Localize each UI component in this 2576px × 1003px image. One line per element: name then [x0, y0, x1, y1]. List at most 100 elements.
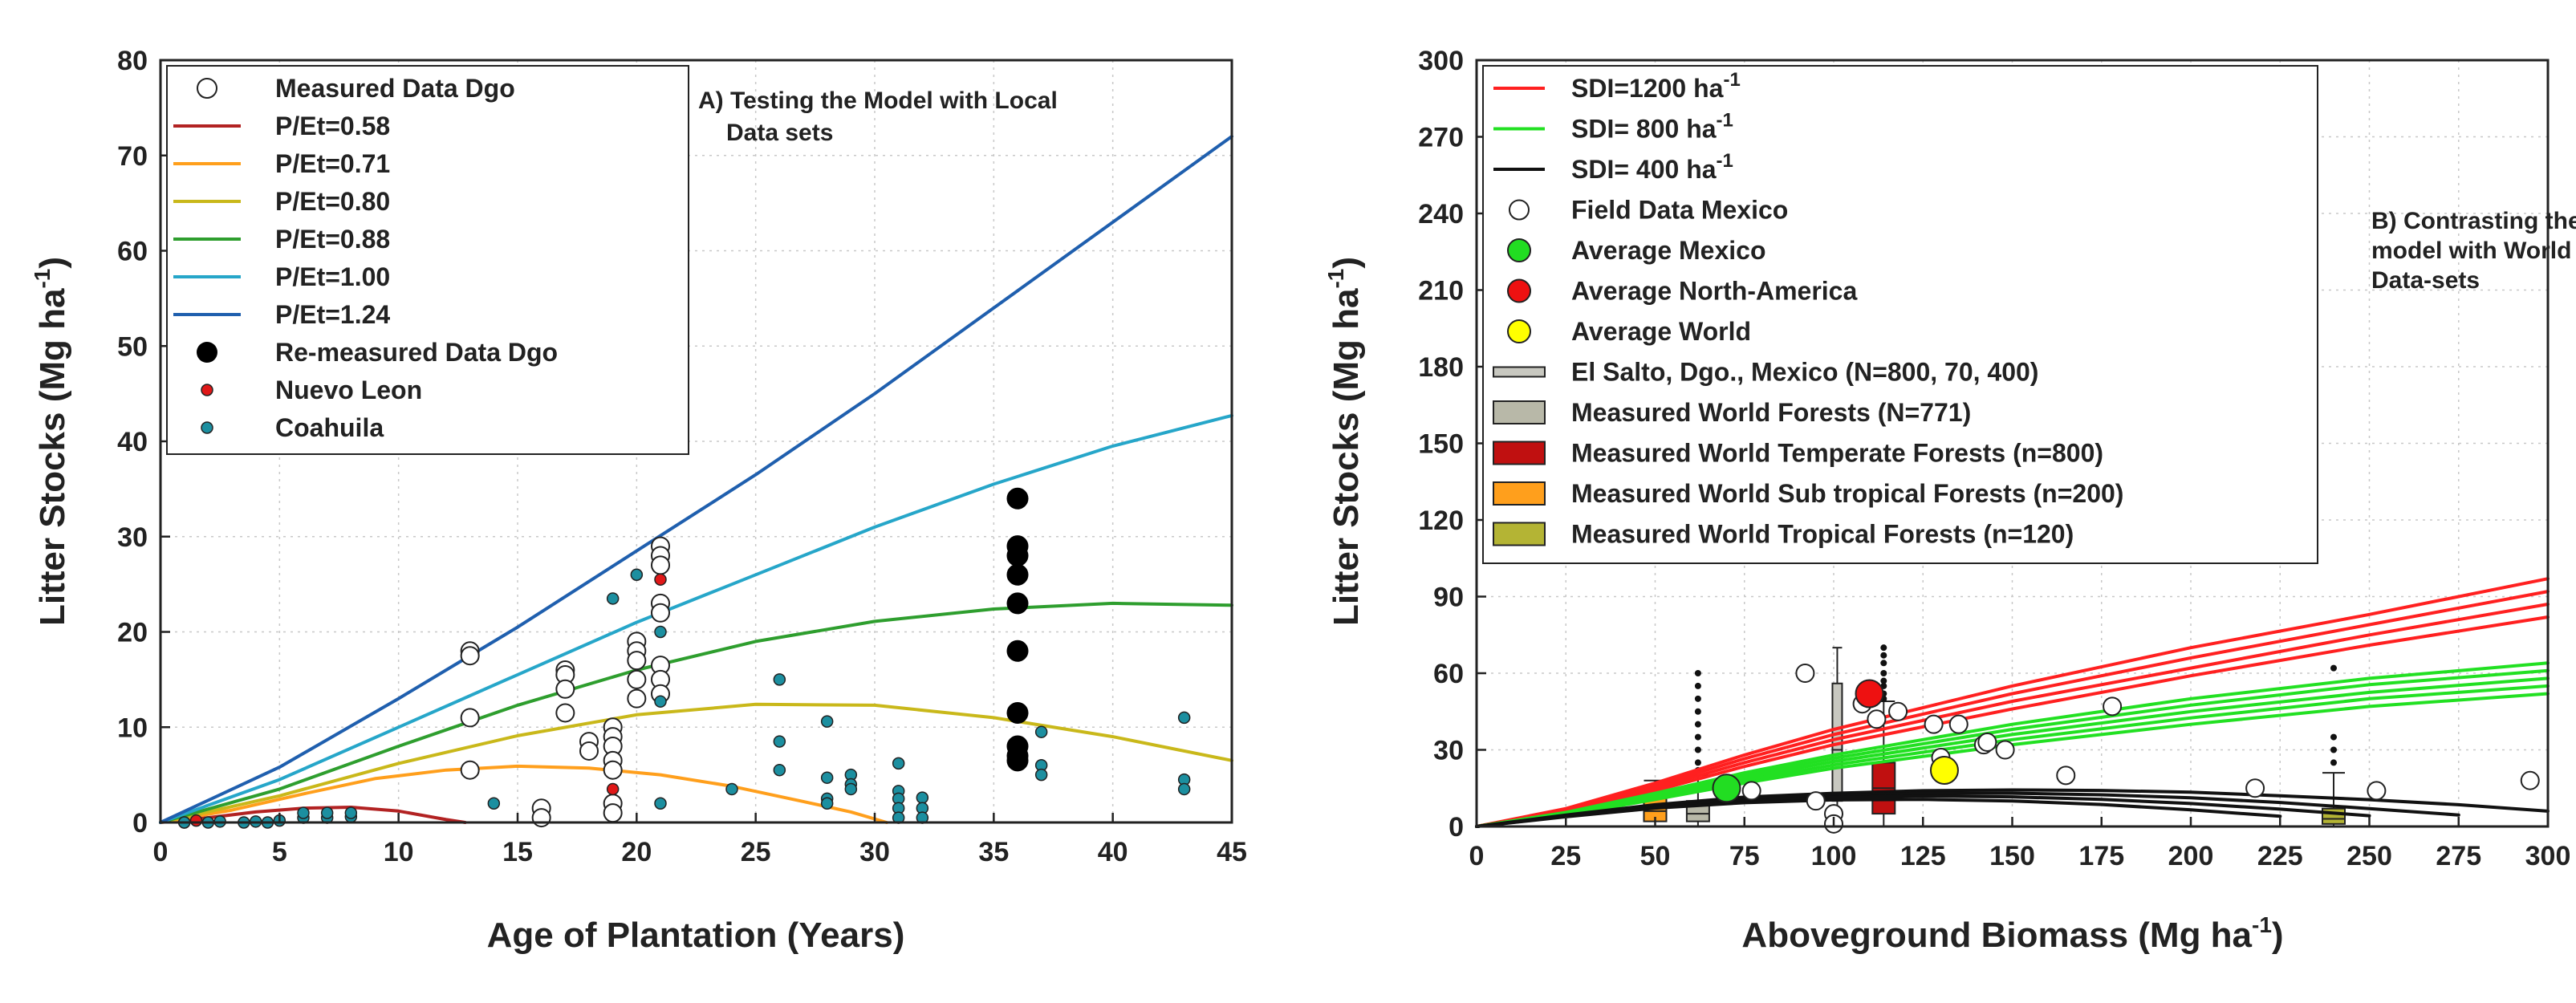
a-x-tick-label: 20 [621, 837, 652, 867]
box-outlier-measured-world-forests-n-771 [1694, 708, 1701, 715]
b-legend-text: Average World [1571, 317, 1751, 346]
b-y-axis-label: Litter Stocks (Mg ha-1) [1323, 257, 1366, 626]
b-legend-label-average-world: Average World [1571, 317, 1751, 346]
a-point-measured-data-dgo [555, 679, 575, 699]
box-outlier-measured-world-temperate-forests-n-800 [1880, 660, 1887, 667]
a-legend-label-re-measured-data-dgo: Re-measured Data Dgo [275, 338, 558, 367]
b-y-tick-label: 300 [1418, 46, 1464, 76]
a-point-coahuila [844, 782, 858, 796]
b-legend-text: SDI= 400 ha [1571, 155, 1717, 184]
b-series-line-sdi-1200-ha-1-1 [1475, 590, 2550, 828]
b-legend-symbol-el-salto-dgo-mexico-n-800-70-400 [1493, 366, 1546, 378]
b-y-tick-label: 120 [1418, 506, 1464, 536]
b-legend-text: El Salto, Dgo., Mexico (N=800, 70, 400) [1571, 358, 2038, 387]
a-x-tick-label: 15 [502, 837, 533, 867]
b-legend-text: Measured World Temperate Forests (n=800) [1571, 439, 2103, 468]
a-x-tick-label: 35 [978, 837, 1009, 867]
a-y-tick-label: 40 [117, 427, 148, 457]
box-outlier-measured-world-tropical-forests-n-120 [2330, 664, 2337, 672]
b-legend-label-measured-world-sub-tropical-forests-n-200: Measured World Sub tropical Forests (n=2… [1571, 479, 2123, 508]
a-legend-text: P/Et=0.58 [275, 112, 390, 140]
b-legend-label-field-data-mexico: Field Data Mexico [1571, 196, 1788, 225]
a-point-coahuila [773, 763, 786, 777]
a-point-measured-data-dgo [651, 603, 670, 623]
a-legend-symbol-measured-data-dgo [197, 78, 217, 99]
b-x-tick-label: 275 [2436, 841, 2481, 871]
box-outlier-measured-world-forests-n-771 [1694, 746, 1701, 753]
b-x-label-main: Aboveground Biomass (Mg ha [1741, 916, 2252, 955]
a-point-coahuila [606, 592, 620, 605]
a-scatter [177, 487, 1191, 829]
b-legend-label-sdi-400-ha: SDI= 400 ha-1 [1571, 150, 1733, 184]
a-point-measured-data-dgo [579, 741, 599, 761]
a-legend-text: P/Et=0.71 [275, 149, 390, 178]
a-series-line-p-et-1-00-4 [159, 413, 1233, 824]
box-outlier-measured-world-forests-n-771 [1694, 721, 1701, 728]
a-y-label-end: ) [33, 257, 72, 269]
a-legend-symbol-re-measured-data-dgo [197, 342, 217, 363]
b-point-field-data-mexico [1924, 714, 1944, 734]
a-series-line-p-et-0-88-3 [159, 601, 1233, 824]
a-point-re-measured-data-dgo [1006, 701, 1029, 724]
a-series [159, 135, 1233, 824]
b-ticks: 0 25 50 75 100 125 150 175 200 225 250 275 300 0 30 60 9… [1418, 46, 2570, 871]
a-y-tick-label: 20 [117, 618, 148, 648]
a-y-tick-label: 60 [117, 237, 148, 267]
a-legend-label-p-et-0-80: P/Et=0.80 [275, 187, 390, 216]
a-point-nuevo-leon [654, 573, 667, 586]
a-legend-label-p-et-1-24: P/Et=1.24 [275, 300, 390, 329]
b-point-field-data-mexico [2245, 778, 2265, 798]
a-x-tick-label: 5 [272, 837, 287, 867]
b-series-line-sdi-1200-ha-1-3 [1475, 615, 2550, 828]
b-legend-symbol-measured-world-tropical-forests-n-120 [1493, 522, 1546, 546]
a-legend-symbol-coahuila [201, 421, 213, 434]
a-point-coahuila [916, 791, 929, 804]
b-legend-symbol-measured-world-forests-n-771 [1493, 400, 1546, 424]
box-outlier-measured-world-temperate-forests-n-800 [1880, 677, 1887, 684]
a-point-nuevo-leon [189, 814, 203, 827]
b-legend-text: Measured World Tropical Forests (n=120) [1571, 520, 2074, 549]
b-x-tick-label: 150 [1989, 841, 2035, 871]
box-outlier-measured-world-temperate-forests-n-800 [1880, 670, 1887, 676]
b-x-axis-label: Aboveground Biomass (Mg ha-1) [1741, 912, 2283, 955]
a-y-label-main: Litter Stocks (Mg ha [33, 288, 72, 626]
b-legend-label-measured-world-temperate-forests-n-800: Measured World Temperate Forests (n=800) [1571, 439, 2103, 468]
b-y-label-main: Litter Stocks (Mg ha [1327, 288, 1366, 626]
b-legend-label-el-salto-dgo-mexico-n-800-70-400: El Salto, Dgo., Mexico (N=800, 70, 400) [1571, 358, 2038, 387]
b-point-average-north-america [1855, 679, 1884, 709]
b-legend-symbol-field-data-mexico [1509, 199, 1530, 221]
a-legend-text: Re-measured Data Dgo [275, 338, 558, 367]
b-x-label-end: ) [2272, 916, 2284, 955]
a-point-coahuila [820, 797, 834, 810]
box-outlier-measured-world-forests-n-771 [1694, 759, 1701, 766]
b-y-label-end: ) [1327, 257, 1366, 269]
a-point-coahuila [1177, 782, 1191, 796]
box-outlier-measured-world-forests-n-771 [1694, 695, 1701, 702]
b-point-field-data-mexico [2520, 770, 2540, 790]
b-y-label-sup: -1 [1323, 269, 1348, 289]
a-point-measured-data-dgo [531, 808, 551, 828]
b-legend-label-average-north-america: Average North-America [1571, 277, 1857, 306]
a-legend-label-p-et-0-58: P/Et=0.58 [275, 112, 390, 140]
b-legend-label-sdi-800-ha: SDI= 800 ha-1 [1571, 110, 1733, 144]
a-point-measured-data-dgo [603, 760, 623, 780]
a-point-nuevo-leon [606, 782, 620, 796]
b-scatter [1712, 664, 2540, 834]
a-point-coahuila [820, 715, 834, 728]
b-legend-label-average-mexico: Average Mexico [1571, 236, 1765, 265]
b-point-field-data-mexico [1888, 701, 1908, 721]
a-legend-box [166, 65, 689, 455]
b-point-field-data-mexico [1977, 732, 1997, 752]
a-point-coahuila [1177, 711, 1191, 725]
a-point-coahuila [1034, 725, 1048, 738]
a-point-re-measured-data-dgo [1006, 487, 1029, 510]
b-y-tick-label: 30 [1433, 736, 1464, 766]
b-y-tick-label: 150 [1418, 429, 1464, 460]
b-legend-text: Field Data Mexico [1571, 196, 1788, 225]
b-legend-text: Average Mexico [1571, 236, 1765, 265]
b-y-tick-label: 240 [1418, 199, 1464, 229]
a-annotation-line-2: Data sets [726, 120, 833, 146]
b-legend-box [1482, 65, 2318, 564]
